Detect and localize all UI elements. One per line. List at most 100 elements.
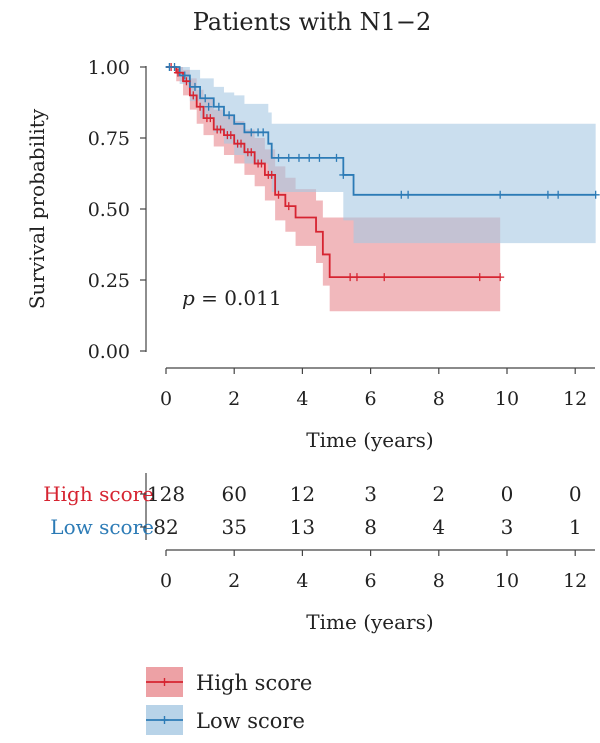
y-tick-label: 0.50 bbox=[88, 199, 130, 221]
censor-mark-low-score bbox=[591, 190, 600, 199]
x-tick-label: 12 bbox=[563, 388, 587, 410]
legend-label-high-score: High score bbox=[196, 671, 312, 695]
plot-area bbox=[165, 63, 600, 312]
x-tick-label: 0 bbox=[160, 570, 172, 592]
censor-mark-low-score bbox=[496, 190, 505, 199]
risk-cell-high-score: 3 bbox=[364, 482, 377, 506]
censor-mark-high-score bbox=[189, 91, 198, 100]
risk-cell-low-score: 4 bbox=[432, 515, 445, 539]
legend-item-low-score: Low score bbox=[146, 705, 305, 735]
x-tick-label: 2 bbox=[228, 388, 240, 410]
x-tick-label: 10 bbox=[495, 570, 519, 592]
x-tick-label: 2 bbox=[228, 570, 240, 592]
y-tick-label: 1.00 bbox=[88, 57, 130, 79]
p-value-annotation: p = 0.011 bbox=[182, 286, 282, 310]
risk-cell-high-score: 128 bbox=[147, 482, 185, 506]
risk-table-x-label: Time (years) bbox=[306, 610, 433, 634]
risk-cell-low-score: 13 bbox=[290, 515, 315, 539]
censor-mark-high-score bbox=[352, 273, 361, 282]
chart-title: Patients with N1−2 bbox=[193, 8, 432, 36]
y-tick-label: 0.25 bbox=[88, 270, 130, 292]
censor-mark-low-score bbox=[404, 190, 413, 199]
censor-mark-high-score bbox=[346, 273, 355, 282]
x-tick-label: 0 bbox=[160, 388, 172, 410]
risk-row-label-high-score: High score bbox=[43, 482, 154, 506]
survival-curve-low-score bbox=[166, 66, 596, 196]
risk-cell-low-score: 35 bbox=[221, 515, 246, 539]
confidence-band-low-score bbox=[166, 67, 596, 244]
y-axis-label: Survival probability bbox=[25, 108, 49, 309]
x-tick-label: 10 bbox=[495, 388, 519, 410]
x-tick-label: 4 bbox=[296, 388, 308, 410]
y-tick-label: 0.75 bbox=[88, 128, 130, 150]
x-axis-ticks: 0 2 4 6 8 10 12 bbox=[160, 368, 587, 410]
censor-mark-high-score bbox=[284, 202, 293, 211]
censor-mark-high-score bbox=[182, 77, 191, 86]
censor-mark-high-score bbox=[206, 114, 215, 123]
censor-mark-high-score bbox=[257, 159, 266, 168]
censor-mark-high-score bbox=[274, 190, 283, 199]
censor-mark-low-score bbox=[274, 153, 283, 162]
risk-row-label-low-score: Low score bbox=[50, 515, 154, 539]
legend-label-low-score: Low score bbox=[196, 709, 305, 733]
risk-cell-low-score: 82 bbox=[153, 515, 178, 539]
censor-mark-low-score bbox=[339, 170, 348, 179]
censor-mark-low-score bbox=[247, 128, 256, 137]
confidence-band-high-score bbox=[166, 67, 501, 312]
censor-mark-high-score bbox=[380, 273, 389, 282]
x-tick-label: 8 bbox=[433, 570, 445, 592]
censor-mark-high-score bbox=[196, 102, 205, 111]
censor-mark-low-score bbox=[259, 128, 268, 137]
survival-curves bbox=[166, 66, 596, 279]
legend: High score Low score bbox=[146, 667, 312, 735]
p-value-text: = 0.011 bbox=[195, 286, 282, 310]
x-tick-label: 4 bbox=[296, 570, 308, 592]
censor-mark-high-score bbox=[247, 148, 256, 157]
x-axis-label: Time (years) bbox=[306, 428, 433, 452]
censor-mark-low-score bbox=[315, 153, 324, 162]
confidence-bands bbox=[166, 67, 596, 312]
censor-mark-low-score bbox=[305, 153, 314, 162]
x-tick-label: 8 bbox=[433, 388, 445, 410]
censor-mark-low-score bbox=[294, 153, 303, 162]
x-tick-label: 6 bbox=[365, 388, 377, 410]
censor-mark-low-score bbox=[180, 71, 189, 80]
censor-mark-low-score bbox=[201, 94, 210, 103]
risk-cell-high-score: 2 bbox=[432, 482, 445, 506]
censor-mark-high-score bbox=[216, 125, 225, 134]
censor-mark-high-score bbox=[267, 170, 276, 179]
censor-mark-high-score bbox=[173, 68, 182, 77]
risk-cell-high-score: 60 bbox=[221, 482, 246, 506]
y-tick-label: 0.00 bbox=[88, 341, 130, 363]
x-tick-label: 12 bbox=[563, 570, 587, 592]
legend-item-high-score: High score bbox=[146, 667, 312, 697]
censor-mark-high-score bbox=[237, 139, 246, 148]
risk-table-cells: 128 60 12 3 2 0 0 82 35 13 8 4 3 1 bbox=[147, 482, 582, 539]
censor-mark-low-score bbox=[397, 190, 406, 199]
risk-cell-high-score: 0 bbox=[569, 482, 582, 506]
censor-mark-high-score bbox=[496, 273, 505, 282]
censor-mark-low-score bbox=[284, 153, 293, 162]
y-axis-ticks: 0.00 0.25 0.50 0.75 1.00 bbox=[88, 57, 146, 363]
censor-mark-low-score bbox=[554, 190, 563, 199]
risk-cell-low-score: 8 bbox=[364, 515, 377, 539]
risk-cell-high-score: 12 bbox=[290, 482, 315, 506]
censor-mark-high-score bbox=[226, 131, 235, 140]
censor-mark-low-score bbox=[204, 102, 213, 111]
risk-cell-low-score: 3 bbox=[501, 515, 514, 539]
risk-cell-low-score: 1 bbox=[569, 515, 582, 539]
risk-table-x-ticks: 0 2 4 6 8 10 12 bbox=[160, 550, 587, 592]
survival-curve-high-score bbox=[166, 66, 501, 279]
p-value-symbol: p bbox=[182, 286, 195, 310]
x-tick-label: 6 bbox=[365, 570, 377, 592]
legend-censor-mark bbox=[160, 678, 169, 686]
censor-mark-low-score bbox=[170, 63, 179, 71]
censor-mark-low-score bbox=[332, 153, 341, 162]
censor-mark-high-score bbox=[475, 273, 484, 282]
censor-mark-low-score bbox=[214, 102, 223, 111]
legend-censor-mark bbox=[160, 716, 169, 724]
risk-table-row-labels: High score Low score bbox=[43, 482, 154, 539]
censor-mark-low-score bbox=[543, 190, 552, 199]
